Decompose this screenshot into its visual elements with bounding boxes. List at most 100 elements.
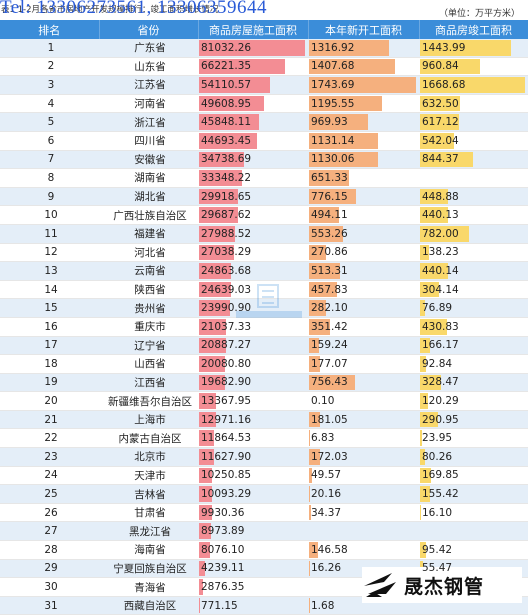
- completed-cell-value: 80.26: [419, 451, 452, 463]
- completed-cell-value: 440.14: [419, 265, 459, 277]
- rank-cell: 17: [0, 336, 99, 355]
- new-start-cell: 20.16: [308, 485, 419, 504]
- province-cell-value: 安徽省: [131, 154, 166, 166]
- province-cell: 江西省: [99, 373, 198, 392]
- province-cell-value: 广东省: [131, 42, 166, 54]
- province-cell-value: 陕西省: [131, 284, 166, 296]
- construction-cell: 29918.65: [198, 187, 308, 206]
- province-cell: 安徽省: [99, 150, 198, 169]
- completed-cell: 169.85: [419, 466, 528, 485]
- province-cell-value: 浙江省: [131, 117, 166, 129]
- completed-cell: 16.10: [419, 503, 528, 522]
- province-cell-value: 福建省: [131, 228, 166, 240]
- province-cell-value: 湖北省: [131, 191, 166, 203]
- new-start-cell-value: 1743.69: [308, 79, 354, 91]
- province-cell: 北京市: [99, 448, 198, 467]
- construction-cell-value: 8076.10: [198, 544, 244, 556]
- completed-cell: 782.00: [419, 224, 528, 243]
- completed-cell: [419, 522, 528, 541]
- new-start-cell: 756.43: [308, 373, 419, 392]
- new-start-cell-value: 969.93: [308, 116, 348, 128]
- province-cell-value: 湖南省: [131, 172, 166, 184]
- construction-cell-value: 11627.90: [198, 451, 251, 463]
- rank-cell: 31: [0, 596, 99, 615]
- new-start-cell: 1743.69: [308, 76, 419, 95]
- province-cell: 贵州省: [99, 299, 198, 318]
- rank-cell: 28: [0, 541, 99, 560]
- rank-cell-value: 22: [41, 432, 57, 444]
- brand-mark-icon: [362, 570, 398, 600]
- rank-cell: 23: [0, 448, 99, 467]
- rank-cell-value: 2: [45, 60, 55, 72]
- rank-cell: 30: [0, 578, 99, 597]
- rank-cell-value: 4: [45, 98, 55, 110]
- new-start-cell: 34.37: [308, 503, 419, 522]
- construction-cell: 20080.80: [198, 355, 308, 374]
- completed-cell-value: 328.47: [419, 376, 459, 388]
- header-completed-area: 商品房竣工面积: [419, 20, 528, 39]
- rank-cell-value: 10: [41, 209, 57, 221]
- province-cell-value: 广西壮族自治区: [110, 210, 187, 222]
- new-start-cell-value: 494.11: [308, 209, 348, 221]
- rank-cell-value: 8: [45, 172, 55, 184]
- new-start-cell-value: 1407.68: [308, 60, 354, 72]
- province-cell-value: 重庆市: [131, 321, 166, 333]
- new-start-cell-value: 1.68: [308, 600, 334, 612]
- province-cell: 甘肃省: [99, 503, 198, 522]
- completed-cell-value: 844.37: [419, 153, 459, 165]
- new-start-cell: 270.86: [308, 243, 419, 262]
- province-cell-value: 北京市: [131, 451, 166, 463]
- completed-cell: 76.89: [419, 299, 528, 318]
- new-start-cell-value: 1316.92: [308, 42, 354, 54]
- province-cell-value: 上海市: [131, 414, 166, 426]
- province-cell: 湖南省: [99, 169, 198, 188]
- province-cell: 河北省: [99, 243, 198, 262]
- construction-cell: 19682.90: [198, 373, 308, 392]
- construction-cell-value: 44693.45: [198, 135, 251, 147]
- completed-cell: 960.84: [419, 57, 528, 76]
- construction-cell: 44693.45: [198, 131, 308, 150]
- construction-cell: 20887.27: [198, 336, 308, 355]
- province-cell: 河南省: [99, 94, 198, 113]
- construction-cell-value: 24639.03: [198, 284, 251, 296]
- new-start-cell: 651.33: [308, 169, 419, 188]
- province-cell: 浙江省: [99, 113, 198, 132]
- new-start-cell: 1195.55: [308, 94, 419, 113]
- rank-cell: 11: [0, 224, 99, 243]
- construction-cell: 12971.16: [198, 410, 308, 429]
- rank-cell-value: 28: [41, 544, 57, 556]
- rank-cell-value: 25: [41, 488, 57, 500]
- header-new-start-area: 本年新开工面积: [308, 20, 419, 39]
- construction-cell: 81032.26: [198, 39, 308, 57]
- new-start-cell: 1131.14: [308, 131, 419, 150]
- province-cell-value: 江西省: [131, 377, 166, 389]
- province-cell-value: 河北省: [131, 247, 166, 259]
- rank-cell: 24: [0, 466, 99, 485]
- construction-cell: 11627.90: [198, 448, 308, 467]
- province-cell: 云南省: [99, 262, 198, 281]
- completed-cell-value: 1443.99: [419, 42, 465, 54]
- rank-cell-value: 26: [41, 507, 57, 519]
- rank-cell: 19: [0, 373, 99, 392]
- construction-cell: 13367.95: [198, 392, 308, 411]
- completed-cell-value: 782.00: [419, 228, 459, 240]
- construction-cell: 27988.52: [198, 224, 308, 243]
- province-cell: 江苏省: [99, 76, 198, 95]
- province-cell: 西藏自治区: [99, 596, 198, 615]
- province-cell-value: 海南省: [131, 544, 166, 556]
- rank-cell-value: 24: [41, 469, 57, 481]
- construction-cell-value: 27038.29: [198, 246, 251, 258]
- completed-cell: 95.42: [419, 541, 528, 560]
- new-start-cell-value: [308, 525, 311, 537]
- new-start-cell-value: 776.15: [308, 191, 348, 203]
- construction-cell-value: 29918.65: [198, 191, 251, 203]
